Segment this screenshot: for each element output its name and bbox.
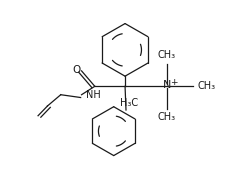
Text: H₃C: H₃C (120, 98, 138, 108)
Text: CH₃: CH₃ (158, 112, 176, 122)
Text: N: N (163, 80, 171, 90)
Text: +: + (170, 78, 178, 87)
Text: CH₃: CH₃ (158, 50, 176, 60)
Text: CH₃: CH₃ (198, 81, 216, 91)
Text: NH: NH (86, 90, 101, 100)
Text: O: O (73, 65, 81, 75)
